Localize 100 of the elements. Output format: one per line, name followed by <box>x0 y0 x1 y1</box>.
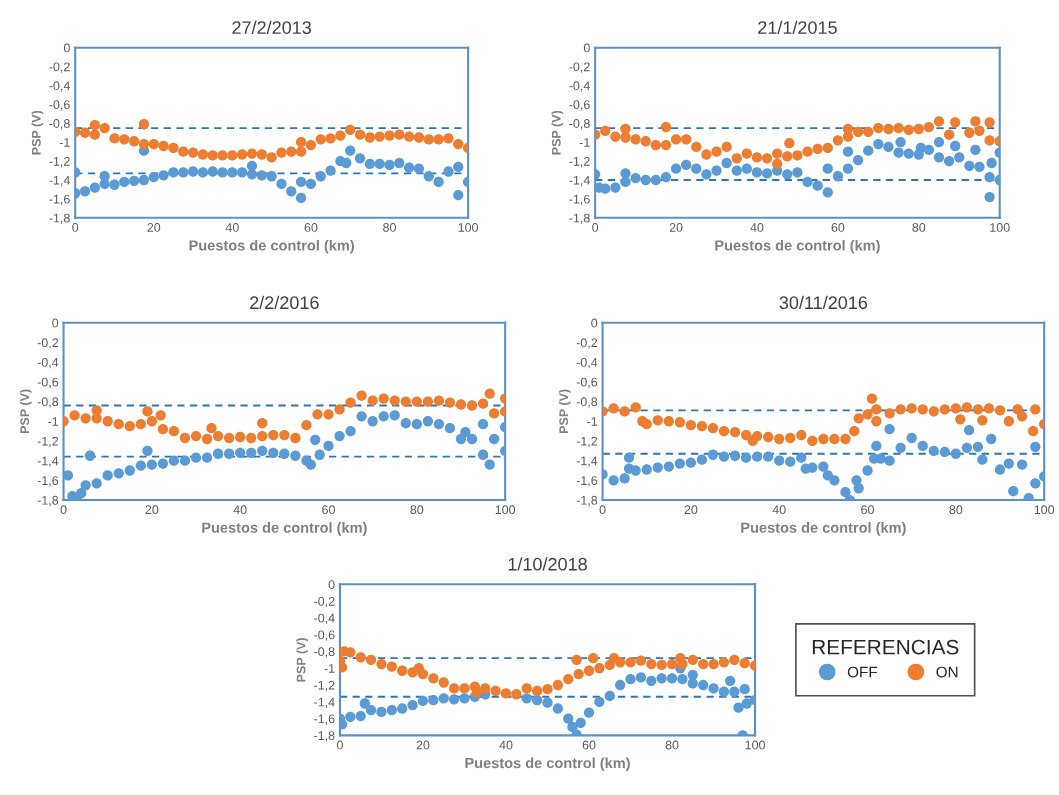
point <box>345 711 356 723</box>
point <box>563 674 574 685</box>
y-axis-title: PSP (V) <box>31 110 44 155</box>
point <box>155 410 166 421</box>
point <box>873 138 884 150</box>
y-tick-label: -1,4 <box>576 456 598 467</box>
point <box>212 448 224 459</box>
point <box>604 690 615 702</box>
point <box>256 149 267 160</box>
y-tick-label: -1 <box>324 664 335 673</box>
point <box>729 654 740 665</box>
x-tick-label: 20 <box>147 223 161 232</box>
point <box>237 149 248 160</box>
point <box>179 455 191 466</box>
point <box>246 447 257 458</box>
point <box>325 165 336 176</box>
point <box>906 403 917 414</box>
point <box>871 440 882 452</box>
point <box>822 142 833 154</box>
point <box>212 430 224 442</box>
point <box>376 658 387 670</box>
point <box>620 123 631 135</box>
point <box>600 183 611 194</box>
point <box>741 163 753 174</box>
point <box>708 683 719 694</box>
y-tick-label: -1,6 <box>569 194 590 206</box>
y-tick-label: -0,2 <box>49 62 70 73</box>
point <box>102 470 113 481</box>
point <box>832 171 844 182</box>
x-tick-label: 0 <box>72 223 79 232</box>
point <box>785 432 796 444</box>
point <box>986 433 997 445</box>
x-axis-title: Puestos de control (km) <box>715 239 880 254</box>
x-axis-title: Puestos de control (km) <box>189 239 354 254</box>
point <box>552 703 564 714</box>
point <box>718 425 730 437</box>
point <box>190 430 202 442</box>
point <box>325 133 336 144</box>
y-tick-label: -0,2 <box>314 596 335 608</box>
y-tick-label: -1,2 <box>37 436 59 448</box>
point <box>438 677 449 688</box>
point <box>666 658 678 670</box>
point <box>660 172 672 183</box>
y-tick-label: -0,2 <box>37 338 59 349</box>
y-tick-label: -0,4 <box>576 357 598 369</box>
point <box>268 447 279 458</box>
point <box>685 457 697 468</box>
point <box>257 418 268 429</box>
point <box>588 653 599 664</box>
point <box>772 148 783 159</box>
y-tick-label: -0,8 <box>49 119 70 130</box>
point <box>488 433 500 445</box>
point <box>751 430 763 442</box>
point <box>698 658 709 670</box>
point <box>928 406 939 417</box>
point <box>685 420 697 431</box>
point <box>223 432 235 444</box>
point <box>138 119 150 130</box>
x-tick-label: 100 <box>495 505 516 515</box>
point <box>63 470 74 481</box>
x-axis-title: Puestos de control (km) <box>465 757 630 772</box>
point <box>422 396 434 407</box>
point <box>741 698 752 709</box>
point <box>802 146 813 157</box>
point <box>1027 425 1039 437</box>
point <box>411 419 422 430</box>
x-tick-label: 100 <box>990 223 1010 232</box>
y-tick-label: -0,2 <box>569 62 590 73</box>
point <box>422 416 434 427</box>
x-tick-label: 60 <box>831 223 845 232</box>
point <box>403 131 415 142</box>
point <box>739 658 750 669</box>
point <box>246 160 258 171</box>
point <box>707 449 719 460</box>
point <box>977 454 988 465</box>
point <box>460 426 471 438</box>
chart-title: 27/2/2013 <box>232 20 312 34</box>
point <box>807 462 818 473</box>
y-tick-label: 0 <box>583 43 590 53</box>
point <box>477 419 489 430</box>
y-tick-label: -0,6 <box>314 630 335 641</box>
point <box>397 665 408 676</box>
y-tick-label: -1,4 <box>37 456 59 467</box>
point <box>740 452 752 463</box>
point <box>295 192 307 204</box>
point <box>359 698 370 709</box>
point <box>266 152 277 163</box>
point <box>895 404 906 415</box>
x-tick-label: 40 <box>233 505 247 515</box>
point <box>687 678 698 689</box>
point <box>79 186 91 197</box>
point <box>157 423 169 435</box>
point <box>135 460 146 471</box>
point <box>884 408 895 419</box>
y-tick-label: -0,6 <box>37 377 59 388</box>
point <box>531 694 543 706</box>
point <box>923 144 935 155</box>
point <box>378 411 389 422</box>
point <box>691 163 702 174</box>
point <box>983 403 995 414</box>
